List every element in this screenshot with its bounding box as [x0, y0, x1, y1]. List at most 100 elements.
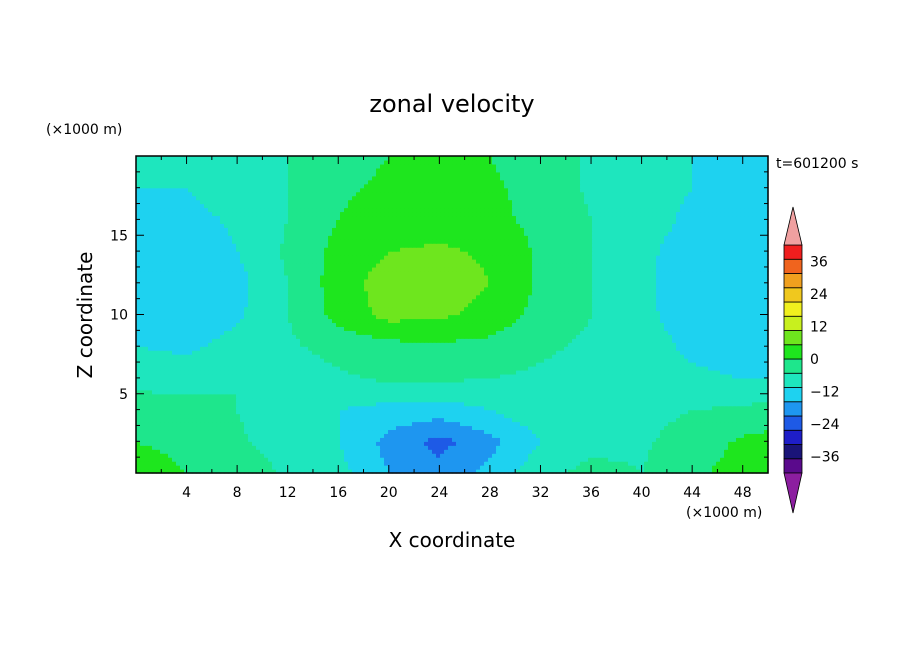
field-cell	[576, 413, 581, 419]
field-cell	[472, 437, 477, 442]
field-cell	[432, 393, 437, 399]
field-cell	[284, 358, 289, 363]
field-cell	[436, 350, 441, 355]
field-cell	[760, 441, 765, 446]
field-cell	[676, 433, 681, 438]
field-cell	[340, 373, 345, 379]
field-cell	[240, 425, 245, 431]
field-cell	[396, 369, 401, 375]
field-cell	[760, 409, 765, 415]
field-cell	[312, 377, 317, 383]
field-cell	[388, 441, 393, 446]
field-cell	[568, 425, 573, 431]
field-cell	[444, 425, 449, 431]
field-cell	[588, 358, 593, 363]
field-cell	[560, 449, 565, 454]
field-cell	[224, 366, 229, 371]
field-cell	[596, 373, 601, 379]
field-cell	[660, 469, 665, 474]
field-cell	[664, 369, 669, 375]
field-cell	[232, 445, 237, 450]
field-cell	[268, 437, 273, 442]
field-cell	[456, 350, 461, 355]
field-cell	[236, 350, 241, 355]
field-cell	[176, 350, 181, 355]
field-cell	[536, 465, 541, 470]
field-cell	[368, 441, 373, 446]
field-cell	[696, 469, 701, 474]
field-cell	[724, 449, 729, 454]
field-cell	[164, 401, 169, 407]
field-cell	[216, 425, 221, 431]
field-cell	[556, 425, 561, 431]
field-cell	[424, 417, 429, 423]
field-cell	[352, 457, 357, 462]
field-cell	[592, 461, 597, 466]
field-cell	[232, 362, 237, 367]
field-cell	[248, 350, 253, 355]
field-cell	[336, 437, 341, 442]
field-cell	[284, 369, 289, 375]
field-cell	[616, 377, 621, 383]
field-cell	[712, 429, 717, 434]
field-cell	[504, 433, 509, 438]
field-cell	[544, 417, 549, 423]
field-cell	[564, 465, 569, 470]
field-cell	[316, 377, 321, 383]
field-cell	[548, 465, 553, 470]
field-cell	[536, 362, 541, 367]
field-cell	[684, 358, 689, 363]
field-cell	[240, 429, 245, 434]
field-cell	[652, 354, 657, 359]
field-cell	[476, 381, 481, 387]
field-cell	[684, 437, 689, 442]
field-cell	[336, 389, 341, 395]
field-cell	[592, 350, 597, 355]
field-cell	[672, 433, 677, 438]
field-cell	[612, 417, 617, 423]
field-cell	[236, 413, 241, 419]
field-cell	[348, 369, 353, 375]
field-cell	[232, 405, 237, 411]
field-cell	[472, 429, 477, 434]
field-cell	[636, 437, 641, 442]
field-cell	[420, 421, 425, 427]
field-cell	[324, 421, 329, 427]
field-cell	[756, 393, 761, 399]
field-cell	[212, 358, 217, 363]
field-cell	[532, 366, 537, 371]
field-cell	[508, 465, 513, 470]
field-cell	[304, 405, 309, 411]
field-cell	[408, 413, 413, 419]
field-cell	[384, 413, 389, 419]
field-cell	[668, 433, 673, 438]
field-cell	[552, 433, 557, 438]
field-cell	[500, 401, 505, 407]
field-cell	[140, 417, 145, 423]
field-cell	[344, 393, 349, 399]
field-cell	[412, 421, 417, 427]
field-cell	[364, 381, 369, 387]
field-cell	[584, 445, 589, 450]
field-cell	[424, 457, 429, 462]
field-cell	[456, 381, 461, 387]
field-cell	[500, 354, 505, 359]
field-cell	[160, 401, 165, 407]
field-cell	[408, 385, 413, 391]
field-cell	[376, 377, 381, 383]
field-cell	[720, 429, 725, 434]
field-cell	[636, 441, 641, 446]
field-cell	[536, 389, 541, 395]
field-cell	[512, 350, 517, 355]
field-cell	[352, 421, 357, 427]
field-cell	[720, 453, 725, 458]
field-cell	[592, 405, 597, 411]
field-cell	[196, 437, 201, 442]
field-cell	[648, 373, 653, 379]
field-cell	[536, 350, 541, 355]
field-cell	[372, 381, 377, 387]
field-cell	[268, 453, 273, 458]
field-cell	[560, 350, 565, 355]
field-cell	[568, 350, 573, 355]
field-cell	[396, 401, 401, 407]
